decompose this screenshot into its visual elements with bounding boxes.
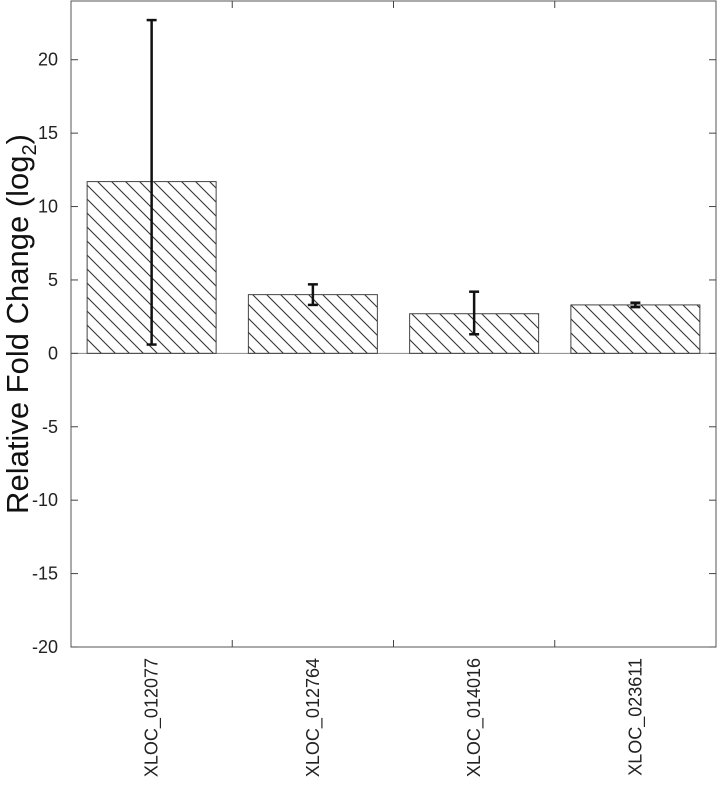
y-axis-title-main: Relative Fold Change (log (0, 156, 35, 514)
x-tick-label: XLOC_012077 (142, 658, 163, 777)
y-tick-label: -10 (32, 490, 58, 510)
bars-group (86, 181, 701, 354)
y-tick-label: 15 (38, 123, 58, 143)
y-tick-label: -15 (32, 564, 58, 584)
y-axis: -20 -15 -10 -5 0 5 10 15 20 (32, 50, 716, 657)
x-tick-label: XLOC_014016 (464, 658, 485, 777)
y-axis-title: Relative Fold Change (log2) (0, 134, 41, 514)
x-tick-label: XLOC_012764 (303, 658, 324, 777)
x-axis: XLOC_012077 XLOC_012764 XLOC_014016 XLOC_02… (142, 1, 646, 777)
y-tick-label: 0 (48, 343, 58, 363)
y-tick-label: 20 (38, 50, 58, 70)
y-tick-label: -20 (32, 637, 58, 657)
y-axis-title-subscript: 2 (19, 144, 41, 155)
y-tick-label: 10 (38, 197, 58, 217)
x-tick-label: XLOC_023611 (625, 658, 646, 776)
y-axis-title-close: ) (0, 134, 35, 144)
y-tick-label: -5 (42, 417, 58, 437)
bar (570, 304, 701, 354)
y-tick-label: 5 (48, 270, 58, 290)
error-bars-group (146, 18, 641, 346)
